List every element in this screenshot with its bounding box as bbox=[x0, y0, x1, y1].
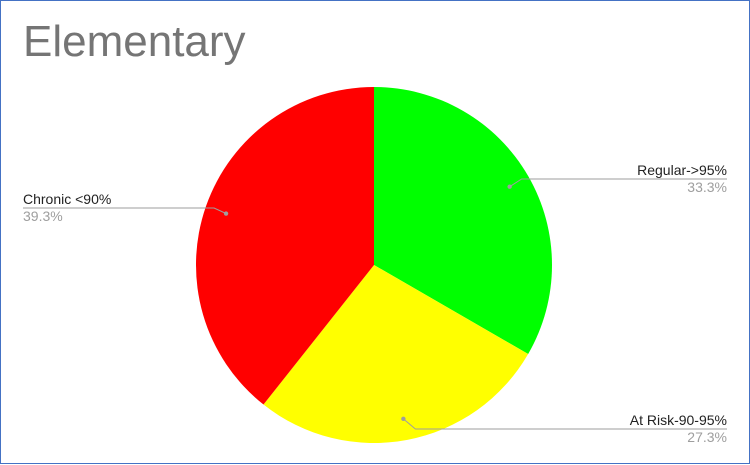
pie-callouts: Regular->95%33.3% At Risk-90-95%27.3% Chro… bbox=[23, 162, 727, 445]
pie-slice-2 bbox=[196, 87, 374, 405]
pie-slice-1 bbox=[263, 265, 529, 444]
slice-percent-0: 33.3% bbox=[687, 179, 727, 195]
callout-line-1 bbox=[403, 418, 727, 430]
callout-line-0 bbox=[509, 178, 727, 188]
slice-percent-1: 27.3% bbox=[687, 429, 727, 445]
pie-slices bbox=[196, 87, 552, 444]
slice-percent-2: 39.3% bbox=[23, 208, 63, 224]
callout-line-2 bbox=[23, 207, 227, 214]
pie-slice-0 bbox=[374, 87, 552, 354]
callout-dot-1 bbox=[401, 416, 406, 422]
slice-label-1: At Risk-90-95% bbox=[630, 412, 727, 428]
slice-label-2: Chronic <90% bbox=[23, 191, 111, 207]
chart-title: Elementary bbox=[23, 17, 246, 66]
slice-label-0: Regular->95% bbox=[637, 162, 727, 178]
callout-dot-0 bbox=[507, 184, 512, 189]
callout-dot-2 bbox=[223, 211, 229, 216]
